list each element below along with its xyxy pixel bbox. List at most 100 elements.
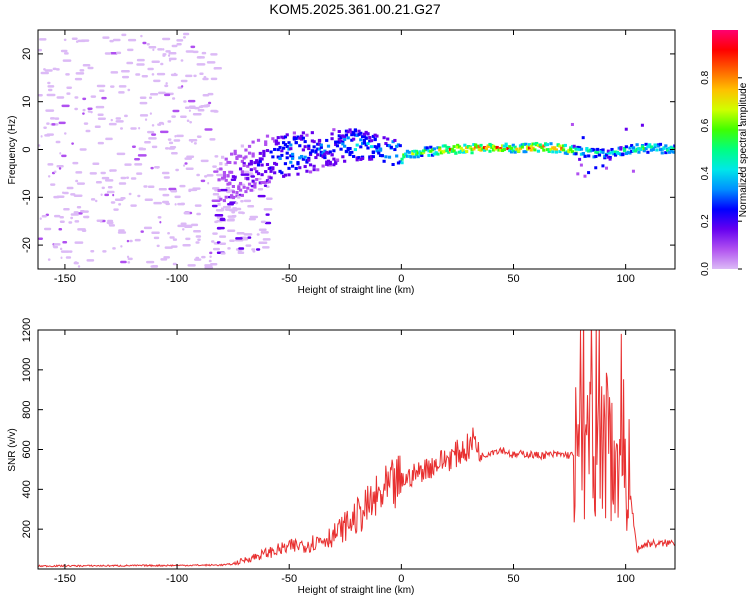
spectrogram-cell <box>578 147 582 151</box>
spectrogram-cell <box>308 163 313 167</box>
spectrogram-cell <box>658 148 663 152</box>
spectrogram-cell <box>171 44 178 48</box>
spectrogram-cell <box>257 194 266 198</box>
spectrogram-cell <box>608 155 612 159</box>
spectrogram-cell <box>373 133 377 137</box>
spectrogram-cell <box>303 165 307 169</box>
spectrogram-cell <box>671 147 675 151</box>
spectrogram-cell <box>310 131 314 135</box>
spectrogram-cell <box>303 155 307 159</box>
spectrogram-cell <box>127 48 134 52</box>
spectrogram-cell <box>136 172 143 175</box>
spectrogram-cell <box>210 53 218 56</box>
spectrogram-cell <box>273 139 277 143</box>
spectrogram-cell <box>240 170 244 174</box>
spectrogram-cell <box>72 161 79 165</box>
spectrogram-cell <box>369 139 374 143</box>
spectrogram-cell <box>334 140 338 144</box>
spectrogram-cell <box>447 146 451 150</box>
spectrogram-cell <box>646 150 650 154</box>
spectrogram-cell <box>572 144 576 148</box>
spectrogram-cell <box>219 242 227 245</box>
spectrogram-cell <box>334 142 338 146</box>
spectrogram-cell <box>353 128 358 132</box>
spectrogram-cell <box>321 155 325 159</box>
spectrogram-cell <box>283 162 288 166</box>
spectrogram-cell <box>432 152 436 156</box>
spectrogram-cell <box>630 144 634 148</box>
spectrogram-cell <box>140 230 144 233</box>
spectrogram-cell <box>317 147 322 151</box>
spectrogram-cell <box>180 115 187 118</box>
spectrogram-cell <box>174 195 181 199</box>
spectrogram-cell <box>168 57 177 61</box>
spectrogram-cell <box>238 181 243 185</box>
spectrogram-cell <box>55 140 61 144</box>
spectrogram-cell <box>649 148 654 152</box>
spectrogram-cell <box>371 150 375 154</box>
spectrogram-cell <box>196 63 206 66</box>
spectrogram-cell <box>452 145 456 149</box>
spectrogram-cell <box>62 241 68 244</box>
spectrogram-cell <box>316 168 320 172</box>
spectrogram-cell <box>619 147 623 151</box>
spectrogram-cell <box>465 150 469 154</box>
spectrogram-cell <box>341 140 345 144</box>
spectrogram-cell <box>425 146 429 150</box>
spectrogram-cell <box>348 151 352 155</box>
spectrogram-cell <box>436 146 440 150</box>
spectrogram-cell <box>362 135 366 139</box>
snr-x-label: Height of straight line (km) <box>298 585 415 596</box>
spectrogram-y-tick-label: -10 <box>21 189 33 205</box>
colorbar-tick-label: 0.0 <box>700 262 711 276</box>
spectrogram-cell <box>247 182 252 186</box>
spectrogram-cell <box>276 136 280 140</box>
spectrogram-cell <box>236 232 245 235</box>
spectrogram-cell <box>242 185 246 189</box>
spectrogram-cell <box>637 147 641 151</box>
spectrogram-cell <box>97 117 106 120</box>
spectrogram-cell <box>637 150 641 154</box>
spectrogram-cell <box>152 48 155 52</box>
spectrogram-cell <box>192 187 201 190</box>
spectrogram-cell <box>635 143 639 147</box>
spectrogram-cell <box>59 247 63 251</box>
spectrogram-cell <box>76 182 86 185</box>
spectrogram-cell <box>499 148 503 152</box>
spectrogram-cell <box>274 162 279 166</box>
spectrogram-cell <box>134 163 143 166</box>
spectrogram-cell <box>648 145 652 149</box>
spectrogram-cell <box>157 123 162 126</box>
spectrogram-cell <box>97 113 104 117</box>
spectrogram-x-tick-label: -100 <box>166 273 188 285</box>
spectrogram-cell <box>197 109 205 112</box>
spectrogram-cell <box>104 52 112 55</box>
spectrogram-cell <box>197 238 201 241</box>
spectrogram-cell <box>359 131 363 135</box>
spectrogram-cell <box>360 141 365 145</box>
spectrogram-cell <box>226 160 230 164</box>
spectrogram-cell <box>551 146 555 150</box>
spectrogram-cell <box>439 151 444 155</box>
spectrogram-cell <box>146 260 155 264</box>
spectrogram-y-tick-label: 10 <box>21 96 33 108</box>
spectrogram-cell <box>535 141 539 145</box>
spectrogram-cell <box>563 151 567 155</box>
spectrogram-cell <box>400 157 404 161</box>
spectrogram-cell <box>151 145 158 149</box>
spectrogram-cell <box>121 33 127 37</box>
spectrogram-cell <box>261 246 270 249</box>
spectrogram-cell <box>312 164 316 168</box>
spectrogram-cell <box>384 155 388 159</box>
spectrogram-cell <box>109 39 114 43</box>
spectrogram-cell <box>411 150 415 154</box>
snr-y-tick-label: 800 <box>21 400 33 418</box>
spectrogram-cell <box>624 127 628 131</box>
spectrogram-cell <box>640 123 644 127</box>
spectrogram-cell <box>176 134 184 138</box>
spectrogram-cell <box>274 142 279 146</box>
spectrogram-cell <box>350 133 354 137</box>
spectrogram-cell <box>58 228 63 231</box>
spectrogram-cell <box>214 214 224 217</box>
spectrogram-cell <box>90 198 96 201</box>
